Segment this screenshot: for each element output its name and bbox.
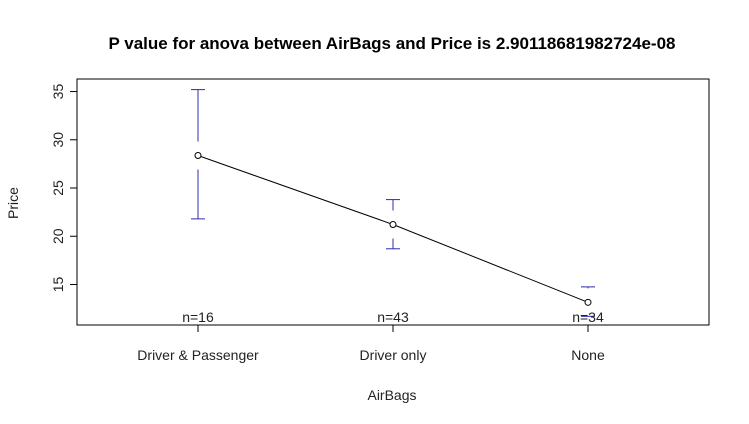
count-label: n=16 bbox=[182, 309, 214, 325]
x-tick-label: None bbox=[571, 347, 605, 363]
x-tick-label: Driver & Passenger bbox=[137, 347, 259, 363]
y-tick-label: 25 bbox=[50, 180, 66, 196]
y-axis: 15 20 25 30 35 bbox=[50, 84, 78, 292]
count-label: n=34 bbox=[572, 309, 604, 325]
x-tick-label: Driver only bbox=[360, 347, 427, 363]
count-label: n=43 bbox=[377, 309, 409, 325]
y-tick-label: 35 bbox=[50, 84, 66, 100]
mean-point bbox=[194, 152, 202, 160]
y-tick-label: 20 bbox=[50, 228, 66, 244]
x-axis-label: AirBags bbox=[367, 387, 416, 403]
chart-title: P value for anova between AirBags and Pr… bbox=[109, 34, 676, 53]
y-tick-label: 15 bbox=[50, 276, 66, 292]
mean-point bbox=[389, 220, 397, 228]
mean-line bbox=[197, 155, 589, 303]
y-tick-label: 30 bbox=[50, 132, 66, 148]
x-axis: Driver & Passenger Driver only None bbox=[137, 324, 605, 363]
y-axis-label: Price bbox=[5, 187, 21, 219]
mean-point bbox=[584, 298, 592, 306]
means-series: n=16 n=43 n=34 bbox=[182, 89, 604, 325]
